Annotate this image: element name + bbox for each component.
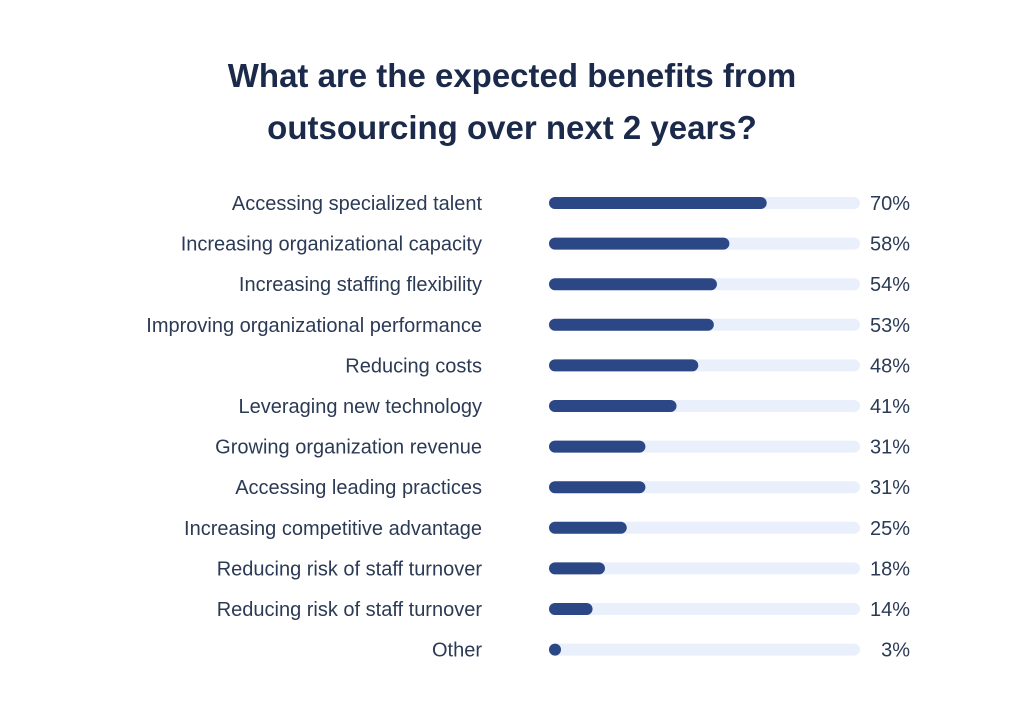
chart-title: What are the expected benefits from outs… xyxy=(0,50,1024,154)
value-label: 70% xyxy=(870,193,910,215)
value-label: 31% xyxy=(870,437,910,459)
value-label: 31% xyxy=(870,477,910,499)
bar-row: Reducing risk of staff turnover 14% xyxy=(217,599,911,621)
bar xyxy=(549,400,677,412)
value-label: 58% xyxy=(870,234,910,256)
bar-row: Leveraging new technology 41% xyxy=(238,396,910,418)
bar-row: Other 3% xyxy=(432,640,910,662)
bar xyxy=(549,359,699,372)
bar-track xyxy=(549,521,860,534)
value-label: 54% xyxy=(870,274,910,296)
bar-row: Increasing competitive advantage 25% xyxy=(184,518,910,540)
bar-row: Growing organization revenue 31% xyxy=(215,437,910,459)
bar xyxy=(549,278,717,291)
category-label: Leveraging new technology xyxy=(238,396,482,418)
category-label: Accessing leading practices xyxy=(235,477,482,499)
bar xyxy=(549,643,561,656)
bar xyxy=(549,521,627,534)
category-label: Accessing specialized talent xyxy=(232,193,483,215)
bar-row: Increasing staffing flexibility 54% xyxy=(239,274,910,296)
category-label: Improving organizational performance xyxy=(146,315,482,337)
category-label: Reducing risk of staff turnover xyxy=(217,599,483,621)
value-label: 53% xyxy=(870,315,910,337)
category-label: Increasing organizational capacity xyxy=(181,234,482,256)
value-label: 48% xyxy=(870,355,910,377)
value-label: 3% xyxy=(881,640,910,662)
bar xyxy=(549,318,714,331)
bar xyxy=(549,603,593,615)
bar-row: Accessing specialized talent 70% xyxy=(232,193,910,215)
bar-track xyxy=(549,603,860,615)
chart-title-line-1: What are the expected benefits from xyxy=(227,57,797,94)
bar-row: Reducing risk of staff turnover 18% xyxy=(217,558,911,580)
category-label: Growing organization revenue xyxy=(215,437,482,459)
category-label: Reducing costs xyxy=(345,355,482,377)
category-label: Increasing staffing flexibility xyxy=(239,274,482,296)
bar xyxy=(549,237,730,250)
bar-row: Improving organizational performance 53% xyxy=(146,315,910,337)
bar xyxy=(549,197,767,209)
value-label: 41% xyxy=(870,396,910,418)
bar-row: Increasing organizational capacity 58% xyxy=(181,234,911,256)
bar xyxy=(549,481,646,494)
bar-track xyxy=(549,562,860,575)
bar-row: Accessing leading practices 31% xyxy=(235,477,910,499)
value-label: 25% xyxy=(870,518,910,540)
bar xyxy=(549,440,646,453)
bar-track xyxy=(549,643,860,656)
category-label: Other xyxy=(432,640,482,662)
category-label: Reducing risk of staff turnover xyxy=(217,558,483,580)
chart-title-line-2: outsourcing over next 2 years? xyxy=(267,109,757,146)
bar xyxy=(549,562,605,575)
bar-row: Reducing costs 48% xyxy=(345,355,910,377)
value-label: 18% xyxy=(870,558,910,580)
value-label: 14% xyxy=(870,599,910,621)
category-label: Increasing competitive advantage xyxy=(184,518,482,540)
